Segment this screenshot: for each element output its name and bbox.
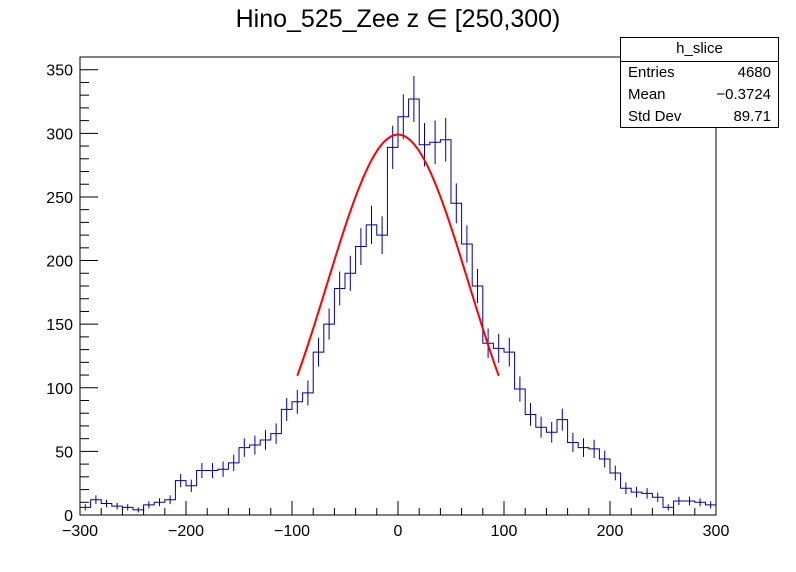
stats-box-title: h_slice	[621, 38, 778, 62]
x-tick-label: 300	[703, 523, 730, 540]
gaussian-fit-curve	[296, 133, 500, 377]
stats-label: Std Dev	[628, 108, 682, 125]
stats-row-stddev: Std Dev 89.71	[621, 106, 778, 128]
x-tick-label: −200	[168, 523, 204, 540]
y-tick-label: 150	[46, 317, 73, 334]
x-tick-label: −300	[62, 523, 98, 540]
x-axis-ticks: −300 −200 −100 0 100 200 300	[62, 501, 729, 540]
chart-title: Hino_525_Zee z ∈ [250,300)	[235, 5, 561, 33]
stats-row-mean: Mean −0.3724	[621, 84, 778, 106]
stats-value: −0.3724	[716, 86, 771, 103]
stats-value: 89.71	[733, 108, 771, 125]
x-tick-label: 0	[394, 523, 403, 540]
y-tick-label: 50	[55, 444, 73, 461]
x-tick-label: −100	[274, 523, 310, 540]
stats-label: Entries	[628, 64, 675, 81]
stats-box: h_slice Entries 4680 Mean −0.3724 Std De…	[620, 37, 779, 128]
stats-label: Mean	[628, 86, 666, 103]
y-tick-label: 100	[46, 381, 73, 398]
y-tick-label: 0	[64, 508, 73, 525]
stats-value: 4680	[737, 64, 771, 81]
stats-row-entries: Entries 4680	[621, 62, 778, 84]
y-tick-label: 350	[46, 63, 73, 80]
y-axis-ticks: 0 50 100 150 200 250 300 350	[46, 56, 98, 525]
y-tick-label: 200	[46, 254, 73, 271]
y-tick-label: 250	[46, 190, 73, 207]
histogram-line	[80, 98, 716, 511]
x-tick-label: 200	[597, 523, 624, 540]
x-tick-label: 100	[491, 523, 518, 540]
y-tick-label: 300	[46, 126, 73, 143]
